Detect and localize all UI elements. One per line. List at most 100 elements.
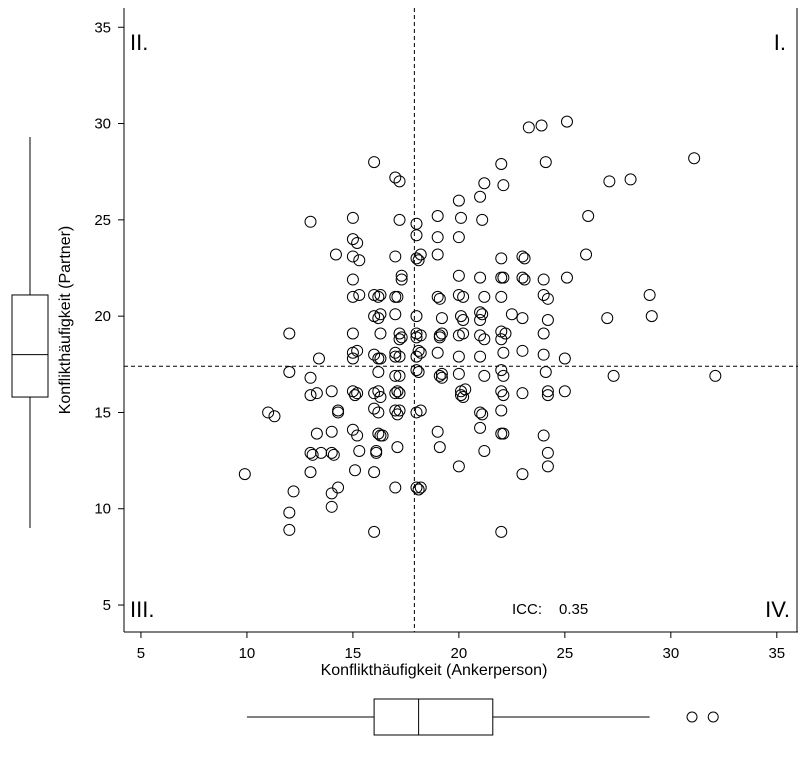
data-point	[351, 429, 364, 442]
data-point	[516, 250, 529, 263]
data-point	[372, 290, 385, 303]
data-point	[412, 344, 425, 357]
data-point	[374, 308, 387, 321]
y-tick-label: 25	[94, 212, 111, 229]
data-point	[391, 385, 404, 398]
data-point	[304, 389, 317, 402]
data-point	[332, 481, 345, 494]
x-tick-label: 5	[137, 645, 145, 662]
data-point	[505, 308, 518, 321]
data-point	[329, 248, 342, 261]
data-point	[478, 369, 491, 382]
data-point	[393, 333, 406, 346]
data-point	[353, 288, 366, 301]
data-point	[393, 404, 406, 417]
data-point	[395, 269, 408, 282]
data-point	[389, 369, 402, 382]
x-boxplot	[246, 698, 719, 736]
data-point	[389, 481, 402, 494]
data-point	[539, 156, 552, 169]
data-point	[238, 468, 251, 481]
data-point	[346, 233, 359, 246]
data-point	[368, 402, 381, 415]
data-point	[431, 346, 444, 359]
x-box-outlier	[686, 711, 698, 723]
scatter-points	[238, 115, 722, 538]
data-point	[474, 406, 487, 419]
data-point	[452, 460, 465, 473]
data-point	[433, 331, 446, 344]
icc-label: ICC:	[512, 601, 542, 618]
x-tick-label: 25	[557, 645, 574, 662]
y-box	[11, 294, 49, 398]
data-point	[495, 158, 508, 170]
data-point	[374, 288, 387, 301]
data-point	[389, 250, 402, 263]
data-point	[516, 344, 529, 357]
data-point	[410, 310, 423, 323]
data-point	[370, 446, 383, 459]
data-point	[541, 385, 554, 398]
data-point	[541, 460, 554, 473]
data-point	[535, 119, 548, 132]
data-point	[580, 248, 593, 261]
data-point	[495, 290, 508, 303]
data-point	[518, 273, 531, 286]
data-point	[643, 288, 656, 301]
data-point	[325, 425, 338, 438]
data-point	[372, 385, 385, 398]
x-tick-label: 20	[451, 645, 468, 662]
data-point	[393, 369, 406, 382]
data-point	[304, 215, 317, 228]
data-point	[368, 156, 381, 169]
data-point	[645, 310, 658, 323]
data-point	[433, 292, 446, 305]
data-point	[452, 350, 465, 363]
data-point	[541, 314, 554, 326]
data-point	[516, 387, 529, 400]
data-point	[389, 346, 402, 359]
data-point	[393, 350, 406, 363]
data-point	[391, 441, 404, 454]
data-point	[410, 217, 423, 230]
data-point	[412, 366, 425, 378]
data-point	[327, 448, 340, 461]
data-point	[368, 525, 381, 538]
data-point	[497, 427, 510, 440]
data-point	[452, 194, 465, 207]
data-point	[624, 173, 637, 186]
x-axis-label: Konflikthäufigkeit (Ankerperson)	[321, 662, 548, 679]
data-point	[497, 179, 510, 192]
data-point	[325, 500, 338, 513]
data-point	[346, 290, 359, 303]
data-point	[433, 441, 446, 454]
data-point	[541, 389, 554, 402]
data-point	[368, 348, 381, 361]
data-point	[349, 389, 362, 402]
data-point	[474, 350, 487, 363]
data-point	[346, 327, 359, 340]
data-point	[478, 177, 491, 190]
data-point	[558, 352, 571, 365]
data-point	[476, 308, 489, 321]
y-tick-label: 35	[94, 19, 111, 36]
data-point	[601, 312, 614, 325]
data-point	[325, 446, 338, 459]
data-point	[582, 210, 595, 222]
data-point	[374, 352, 387, 365]
y-axis-ticks: 5 10 15 20 25 30 35	[94, 19, 124, 614]
data-point	[495, 333, 508, 346]
data-point	[495, 404, 508, 417]
x-tick-label: 10	[239, 645, 256, 662]
data-point	[603, 175, 616, 188]
data-point	[351, 344, 364, 357]
data-point	[537, 273, 550, 286]
data-point	[688, 152, 701, 165]
data-point	[431, 231, 444, 244]
data-point	[393, 175, 406, 188]
data-point	[560, 115, 573, 128]
icc-value: 0.35	[559, 601, 588, 618]
y-tick-label: 15	[94, 404, 111, 421]
data-point	[410, 331, 423, 344]
data-point	[537, 429, 550, 442]
